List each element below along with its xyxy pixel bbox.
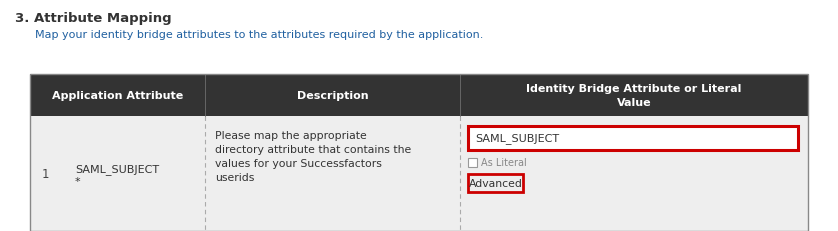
Text: Description: Description (297, 91, 369, 100)
Bar (468, 174, 523, 192)
Text: Application Attribute: Application Attribute (52, 91, 184, 100)
Text: userids: userids (215, 172, 255, 182)
Bar (30, 75, 808, 116)
Text: directory attribute that contains the: directory attribute that contains the (215, 144, 411, 154)
Bar (30, 75, 808, 231)
Bar (468, 158, 477, 167)
Text: values for your Successfactors: values for your Successfactors (215, 158, 382, 168)
Text: Identity Bridge Attribute or Literal
Value: Identity Bridge Attribute or Literal Val… (526, 84, 742, 107)
Text: SAML_SUBJECT: SAML_SUBJECT (75, 163, 159, 174)
Text: Map your identity bridge attributes to the attributes required by the applicatio: Map your identity bridge attributes to t… (35, 30, 484, 40)
Text: Advanced: Advanced (468, 178, 522, 188)
Text: SAML_SUBJECT: SAML_SUBJECT (475, 133, 559, 144)
Bar (30, 116, 808, 231)
Text: *: * (75, 177, 80, 187)
Text: 1: 1 (41, 167, 49, 180)
Text: 3. Attribute Mapping: 3. Attribute Mapping (15, 12, 172, 25)
Bar (468, 126, 798, 150)
Text: As Literal: As Literal (481, 158, 527, 168)
Text: Please map the appropriate: Please map the appropriate (215, 131, 367, 140)
